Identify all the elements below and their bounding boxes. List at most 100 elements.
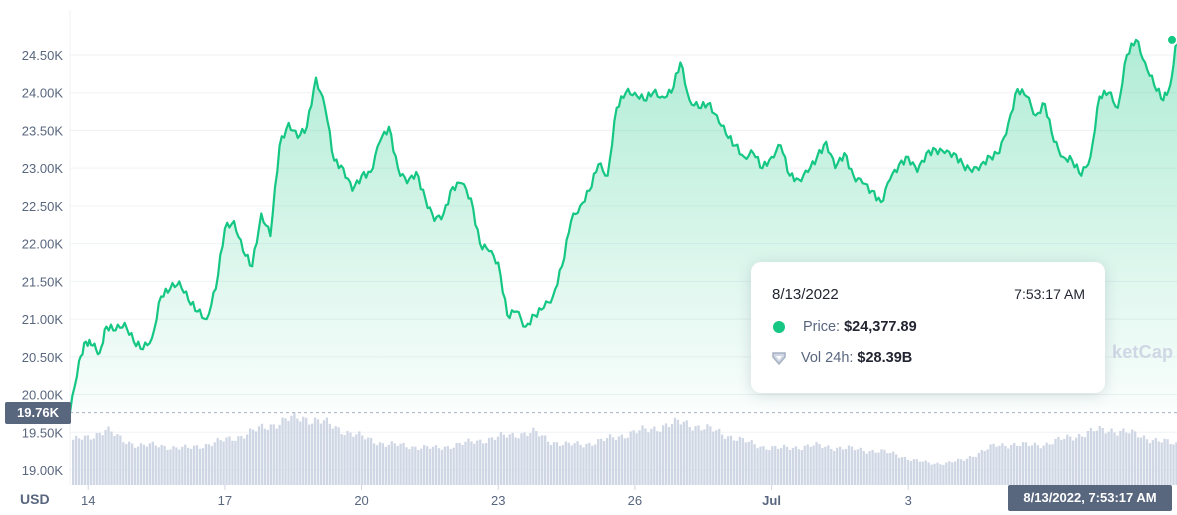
volume-bar: [992, 443, 995, 485]
volume-bar: [131, 443, 134, 485]
volume-bar: [1095, 430, 1098, 485]
volume-bar: [718, 428, 721, 485]
volume-bar: [499, 432, 503, 485]
volume-bar: [1086, 430, 1090, 485]
volume-bar: [1110, 428, 1113, 485]
volume-bar: [605, 438, 609, 485]
crosshair-layer: [70, 33, 1177, 414]
volume-bar: [889, 452, 892, 485]
volume-bar: [384, 446, 387, 485]
volume-bar: [570, 445, 573, 485]
volume-bar: [169, 449, 172, 485]
volume-bar: [246, 434, 249, 485]
volume-bar: [352, 436, 355, 485]
volume-bar: [316, 419, 320, 485]
volume-bar: [313, 417, 317, 485]
volume-bar: [1039, 448, 1042, 485]
volume-bar: [582, 447, 585, 485]
volume-bar: [204, 444, 208, 485]
volume-bar: [573, 443, 576, 485]
volume-bar: [1027, 446, 1031, 485]
volume-bar: [372, 443, 376, 485]
volume-bar: [841, 449, 845, 485]
volume-bar: [673, 417, 677, 485]
volume-bar: [747, 441, 750, 485]
volume-bar: [744, 442, 747, 485]
volume-bar: [1116, 435, 1119, 485]
volume-bar: [225, 437, 228, 485]
tooltip-volume-label: Vol 24h:: [801, 350, 854, 366]
volume-bar: [549, 445, 553, 485]
volume-bar: [859, 447, 862, 485]
volume-bar: [437, 448, 441, 485]
volume-bar: [880, 449, 883, 485]
volume-bar: [700, 430, 703, 485]
volume-bar: [617, 436, 621, 485]
volume-bar: [296, 418, 299, 485]
volume-bar: [942, 464, 945, 485]
volume-bar: [788, 449, 792, 485]
volume-bar: [667, 426, 671, 485]
volume-bar: [974, 457, 977, 485]
volume-bar: [72, 439, 75, 485]
volume-bar: [1072, 440, 1075, 485]
volume-bar: [541, 435, 544, 485]
volume-bar: [721, 434, 724, 485]
volume-bar: [1051, 444, 1054, 485]
volume-bar: [148, 443, 151, 485]
volume-bar: [1075, 437, 1078, 485]
volume-bar: [785, 446, 789, 485]
volume-bar: [1024, 442, 1028, 485]
volume-bar: [428, 448, 432, 485]
volume-bar: [1092, 431, 1095, 485]
volume-bar: [1063, 438, 1066, 485]
volume-bar: [1021, 442, 1025, 485]
volume-bar: [228, 436, 231, 485]
volume-bar: [650, 428, 653, 485]
volume-bar: [558, 446, 562, 485]
volume-bar: [426, 446, 429, 485]
volume-bar: [774, 445, 777, 485]
volume-bar: [927, 462, 930, 485]
volume-bar: [564, 441, 567, 485]
volume-bar: [977, 452, 980, 485]
volume-bar: [192, 445, 196, 485]
volume-bar: [272, 424, 275, 485]
volume-bar: [408, 449, 411, 485]
volume-shield-icon: [772, 352, 786, 366]
volume-bar: [520, 433, 523, 485]
volume-bar: [1122, 428, 1125, 485]
volume-bar: [260, 423, 264, 485]
volume-bar: [340, 434, 343, 485]
volume-bar: [641, 425, 644, 485]
watermark-text: ketCap: [1112, 342, 1174, 362]
volume-bar: [723, 438, 727, 485]
volume-bar: [387, 444, 390, 485]
volume-bar: [172, 446, 175, 485]
volume-bar: [635, 433, 638, 485]
volume-bar: [812, 445, 815, 485]
volume-bar: [455, 442, 458, 485]
volume-bar: [918, 461, 921, 485]
volume-bar: [119, 435, 122, 485]
volume-bar: [381, 443, 385, 485]
volume-bar: [1142, 435, 1146, 485]
volume-bar: [968, 456, 972, 485]
volume-bar: [184, 444, 187, 485]
volume-bar: [287, 420, 290, 485]
volume-bar: [529, 433, 532, 485]
volume-bar: [467, 438, 470, 485]
volume-bar: [526, 435, 529, 485]
volume-bar: [83, 435, 87, 485]
volume-bar: [86, 435, 90, 485]
volume-bar: [697, 425, 700, 485]
volume-bar: [614, 440, 618, 485]
volume-bar: [178, 449, 181, 485]
volume-bar: [1125, 432, 1128, 485]
volume-bar: [895, 454, 898, 485]
volume-bar: [971, 456, 975, 485]
volume-bar: [951, 462, 954, 485]
volume-bar: [538, 436, 541, 485]
volume-bar: [431, 446, 435, 485]
